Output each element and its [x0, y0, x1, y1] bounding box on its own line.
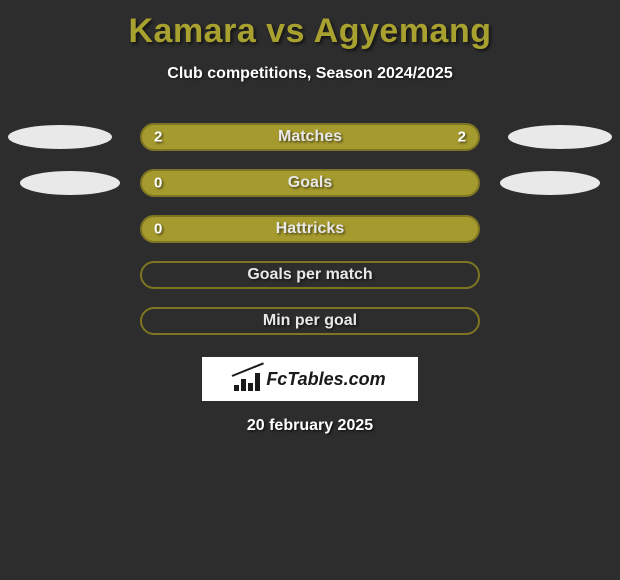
- stats-container: Matches22Goals0Hattricks0Goals per match…: [0, 123, 620, 335]
- stat-left-value: 0: [154, 175, 162, 192]
- page-title: Kamara vs Agyemang: [0, 0, 620, 51]
- stat-bar: Goals0: [140, 169, 480, 197]
- stat-label: Min per goal: [142, 312, 478, 330]
- stat-label: Hattricks: [142, 220, 478, 238]
- stat-row: Min per goal: [0, 307, 620, 335]
- stat-left-value: 0: [154, 221, 162, 238]
- stat-bar: Goals per match: [140, 261, 480, 289]
- stat-row: Goals per match: [0, 261, 620, 289]
- stat-label: Goals: [142, 174, 478, 192]
- stat-row: Hattricks0: [0, 215, 620, 243]
- stat-bar: Hattricks0: [140, 215, 480, 243]
- logo-chart-icon: [234, 367, 262, 391]
- player-left-marker: [8, 125, 112, 149]
- stat-row: Goals0: [0, 169, 620, 197]
- date-label: 20 february 2025: [0, 417, 620, 435]
- stat-label: Matches: [142, 128, 478, 146]
- fctables-logo: FcTables.com: [202, 357, 418, 401]
- logo-text: FcTables.com: [266, 369, 385, 390]
- stat-bar: Matches2 2: [140, 123, 480, 151]
- player-left-marker: [20, 171, 120, 195]
- stat-bar: Min per goal: [140, 307, 480, 335]
- stat-left-value: 2: [154, 129, 162, 146]
- stat-row: Matches2 2: [0, 123, 620, 151]
- subtitle: Club competitions, Season 2024/2025: [0, 65, 620, 83]
- player-right-marker: [508, 125, 612, 149]
- stat-label: Goals per match: [142, 266, 478, 284]
- player-right-marker: [500, 171, 600, 195]
- stat-right-value: 2: [458, 129, 466, 146]
